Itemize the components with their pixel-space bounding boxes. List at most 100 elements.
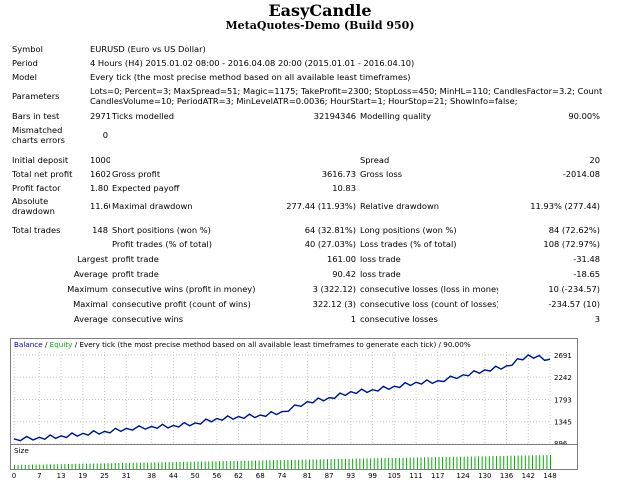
size-bar [111,463,113,469]
row-average-consecutive: Average consecutive wins 1 consecutive l… [10,311,602,326]
x-tick-label: 62 [234,472,243,480]
size-bar [434,457,436,469]
size-bar [211,461,213,469]
cw-money-value: 3 (322.12) [312,283,356,294]
size-bar [550,455,551,469]
chart-grid [13,352,551,445]
row-drawdown: Absolute drawdown 11.60 Maximal drawdown… [10,195,602,217]
x-axis-ticks: 0 7 13 19 25 31 38 44 50 56 62 68 74 81 87 93 99 105 111 11… [12,472,557,480]
abs-dd-label: Absolute drawdown [12,196,55,216]
size-bar [463,456,465,469]
cw-money-label: consecutive wins (profit in money) [112,283,256,294]
size-bar [157,462,159,469]
size-bar [201,461,203,469]
size-bar [103,463,105,469]
size-bar [226,461,228,469]
size-bar [384,458,386,469]
size-bar [280,460,282,469]
lt-value: 108 (72.97%) [543,239,601,249]
size-bar [118,463,120,469]
size-bar [341,458,343,469]
cl-money-value: 10 (-234.57) [548,283,601,294]
size-bar [107,463,109,469]
long-value: 84 (72.62%) [548,225,601,235]
x-tick-label: 105 [388,472,401,480]
average-profit-label: profit trade [112,268,159,279]
size-bar [89,463,91,469]
size-bar [31,464,33,469]
deposit-label: Initial deposit [12,154,69,165]
size-bar [143,462,145,469]
legend-balance: Balance [14,340,43,349]
size-bar [420,457,422,469]
legend-equity: Equity [50,340,73,349]
x-tick-label: 44 [169,472,178,480]
max-dd-label: Maximal drawdown [112,201,193,211]
model-label: Model [12,72,37,82]
ticks-value: 32194346 [313,111,356,121]
short-value: 64 (32.81%) [304,225,356,235]
size-bar [247,460,249,469]
size-bar [373,458,375,469]
gross-profit-value: 3616.73 [321,169,356,179]
size-bar [305,459,307,469]
size-bar [308,459,310,469]
row-deposit: Initial deposit 1000.00 Spread 20 [10,152,602,167]
size-bar [244,460,246,469]
rel-dd-label: Relative drawdown [360,201,440,211]
chart-frame [10,338,578,448]
size-bar [147,462,149,469]
average-loss-label: loss trade [360,268,401,279]
size-bar [17,464,19,469]
pt-label: Profit trades (% of total) [112,239,212,249]
size-bar [514,455,516,469]
size-bar [535,455,537,469]
short-label: Short positions (won %) [112,225,211,235]
pf-label: Profit factor [12,183,61,193]
report-title: EasyCandle [268,1,372,20]
avg-cw-label: consecutive wins [112,313,184,324]
balance-chart: Balance / Equity / Every tick (the most … [10,338,578,448]
row-net: Total net profit 1602.65 Gross profit 36… [10,167,602,181]
size-bar [197,461,199,469]
spread-label: Spread [360,154,390,165]
symbol-value: EURUSD (Euro vs US Dollar) [90,44,206,54]
size-bar [445,456,447,469]
size-bar [506,455,508,469]
size-bar [129,462,131,469]
deposit-value: 1000.00 [90,154,110,165]
size-bar [75,463,77,469]
size-bar [301,459,303,469]
report-subtitle: MetaQuotes-Demo (Build 950) [225,19,415,32]
parameters-line-2: CandlesVolume=10; PeriodATR=3; MinLevelA… [90,96,518,106]
x-tick-label: 93 [346,472,355,480]
size-bar [67,463,69,469]
size-bar [35,464,37,469]
size-bar [53,464,55,469]
size-bar [298,459,300,469]
x-tick-label: 99 [368,472,377,480]
cl-count-label: consecutive loss (count of losses) [360,298,498,309]
pf-value: 1.80 [90,183,109,193]
size-bar [222,461,224,469]
quality-label: Modelling quality [360,111,432,121]
size-bar [380,458,382,469]
size-bar [82,463,84,469]
size-bar [452,456,454,469]
total-label: Total trades [12,225,61,235]
size-bar [326,459,328,469]
size-bar [165,462,167,469]
row-average: Average profit trade 90.42 loss trade -1… [10,266,602,281]
row-maximal: Maximal consecutive profit (count of win… [10,296,602,311]
mismatch-value: 0 [102,130,108,140]
size-bar [377,458,379,469]
x-tick-label: 31 [122,472,131,480]
size-bar [294,459,296,469]
x-tick-label: 19 [78,472,87,480]
row-period: Period 4 Hours (H4) 2015.01.02 08:00 - 2… [10,56,602,70]
size-bar [398,457,400,469]
size-bar [402,457,404,469]
x-tick-label: 50 [191,472,200,480]
largest-profit-value: 161.00 [326,253,356,264]
size-frame [10,444,578,470]
